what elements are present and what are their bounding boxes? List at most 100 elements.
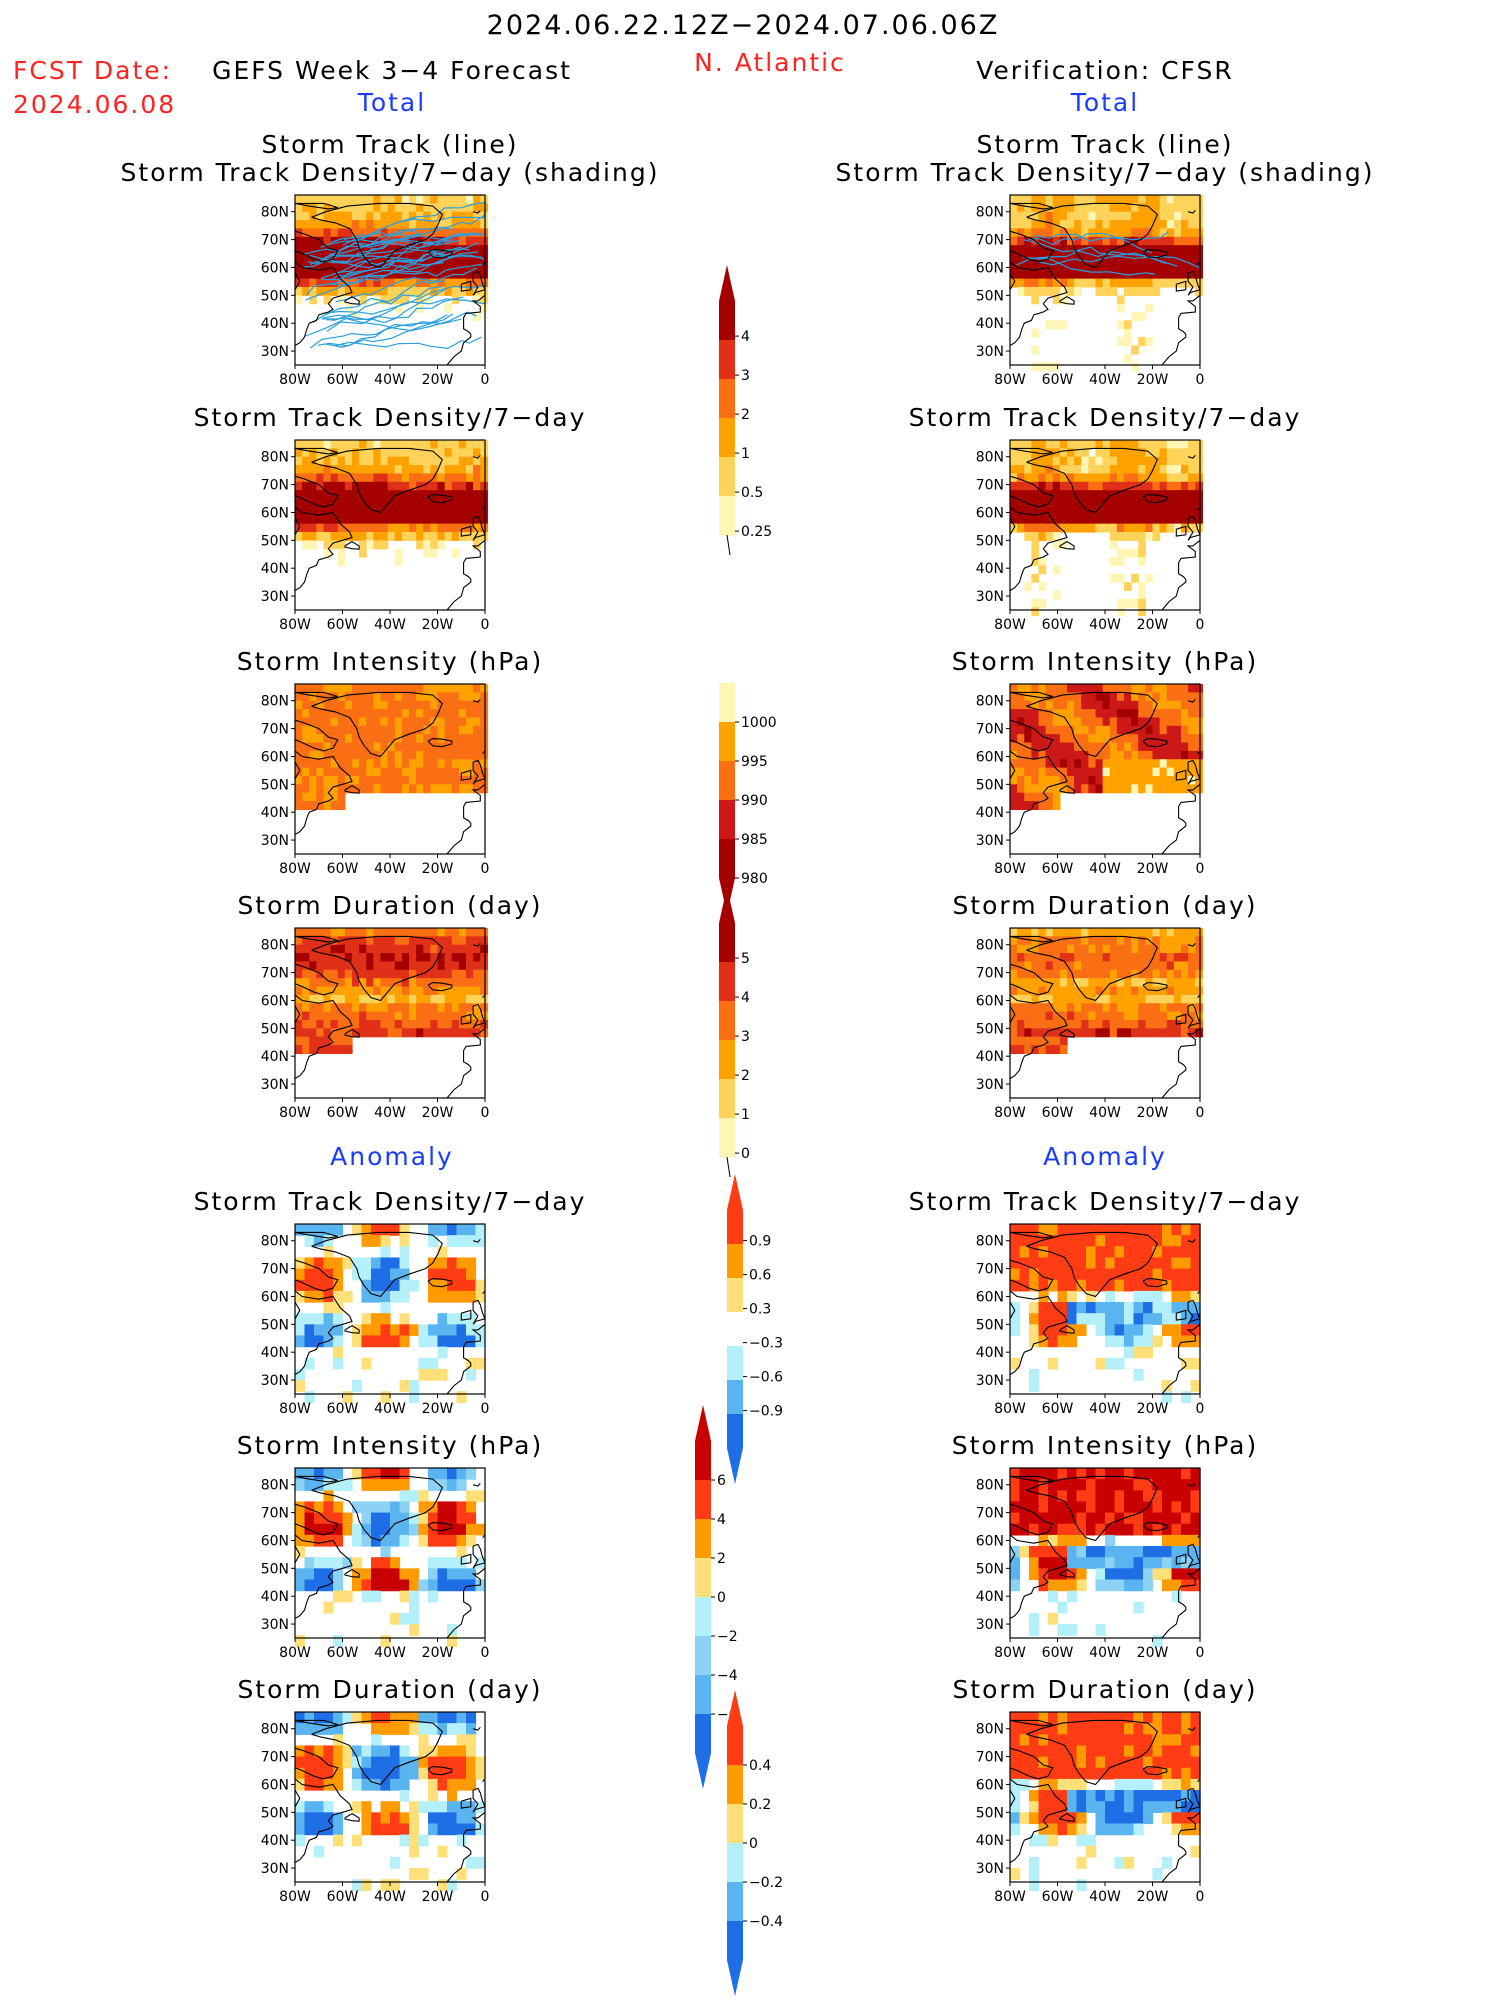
verification-intensity-anomaly-panel-ytick: 50N [976, 1561, 1004, 1577]
forecast-intensity-panel-xtick: 0 [481, 861, 490, 877]
verification-duration-panel-ytick: 40N [976, 1049, 1004, 1065]
verification-track-density-panel-ytick: 30N [976, 589, 1004, 605]
density-anomaly-colorbar-swatch [727, 1278, 743, 1313]
region-title: N. Atlantic [694, 48, 846, 77]
density-total-colorbar-label: 3 [741, 368, 750, 384]
forecast-track-density-panel-xtick: 20W [422, 617, 454, 633]
density-anomaly-colorbar-top-arrow [727, 1174, 743, 1210]
intensity-anomaly-colorbar-swatch [695, 1675, 711, 1715]
density-anomaly-colorbar-label: 0.9 [749, 1234, 771, 1250]
forecast-intensity-panel-ytick: 50N [261, 777, 289, 793]
density-total-colorbar-label: 1 [741, 446, 750, 462]
duration-anomaly-colorbar-swatch [727, 1921, 743, 1961]
verification-duration-panel-shading [1010, 928, 1203, 1055]
verification-track-line-panel-shading [1010, 195, 1203, 372]
forecast-intensity-anomaly-panel-ytick: 60N [261, 1533, 289, 1549]
density-total-colorbar-swatch [719, 418, 735, 458]
forecast-intensity-panel-coastlines [294, 691, 486, 855]
forecast-track-density-panel-xtick: 0 [481, 617, 490, 633]
forecast-duration-panel-xtick: 40W [374, 1105, 406, 1121]
verification-intensity-anomaly-panel-xtick: 80W [994, 1645, 1026, 1661]
verification-track-density-panel-xtick: 40W [1089, 617, 1121, 633]
forecast-duration-anomaly-panel-ytick: 70N [261, 1750, 289, 1766]
forecast-intensity-anomaly-panel-xtick: 80W [279, 1645, 311, 1661]
density-total-colorbar: 4 3 2 1 0.5 0.25 [719, 265, 772, 555]
forecast-duration-panel-ytick: 40N [261, 1049, 289, 1065]
fcst-date-value: 2024.06.08 [13, 90, 177, 119]
duration-total-colorbar-label: 0 [741, 1146, 750, 1162]
duration-anomaly-colorbar-label: −0.2 [749, 1875, 783, 1891]
intensity-total-colorbar-label: 985 [741, 832, 768, 848]
forecast-intensity-anomaly-panel-xtick: 20W [422, 1645, 454, 1661]
intensity-anomaly-colorbar-swatch [695, 1714, 711, 1754]
forecast-density-anomaly-panel-map: 80N 70N 60N 50N 40N 30N 80W 60W 40W 20W 0 [261, 1223, 489, 1417]
intensity-total-colorbar-label: 995 [741, 754, 768, 770]
intensity-total-colorbar: 1000 995 990 985 980 [719, 683, 777, 914]
duration-anomaly-colorbar-swatch [727, 1726, 743, 1766]
forecast-duration-panel-title-1: Storm Duration (day) [237, 891, 543, 920]
verification-duration-anomaly-panel-xtick: 0 [1196, 1889, 1205, 1905]
forecast-track-density-panel-ytick: 80N [261, 450, 289, 466]
verification-intensity-anomaly-panel-xtick: 60W [1042, 1645, 1074, 1661]
forecast-density-anomaly-panel-ytick: 50N [261, 1317, 289, 1333]
verification-duration-panel-ytick: 50N [976, 1021, 1004, 1037]
duration-anomaly-colorbar-label: −0.4 [749, 1914, 783, 1930]
forecast-intensity-anomaly-panel-ytick: 30N [261, 1617, 289, 1633]
duration-total-colorbar-top-arrow [719, 887, 735, 923]
forecast-intensity-anomaly-panel-shading [295, 1468, 486, 1647]
verification-track-line-panel-ytick: 40N [976, 316, 1004, 332]
verification-track-line-panel-ytick: 70N [976, 233, 1004, 249]
duration-anomaly-colorbar-label: 0.4 [749, 1758, 771, 1774]
verification-intensity-panel-xtick: 20W [1137, 861, 1169, 877]
forecast-track-density-panel-ytick: 50N [261, 533, 289, 549]
verification-duration-anomaly-panel-xtick: 60W [1042, 1889, 1074, 1905]
verification-track-line-panel-xtick: 80W [994, 372, 1026, 388]
forecast-duration-anomaly-panel-xtick: 60W [327, 1889, 359, 1905]
forecast-duration-panel-map: 80N 70N 60N 50N 40N 30N 80W 60W 40W 20W 0 [261, 927, 489, 1121]
forecast-track-line-panel-map: 80N 70N 60N 50N 40N 30N 80W 60W 40W 20W 0 [261, 194, 489, 388]
forecast-duration-panel-ytick: 80N [261, 938, 289, 954]
verification-track-density-panel-ytick: 60N [976, 505, 1004, 521]
duration-total-colorbar-label: 3 [741, 1029, 750, 1045]
verification-density-anomaly-panel-ytick: 60N [976, 1289, 1004, 1305]
verification-track-density-panel-title-1: Storm Track Density/7−day [908, 403, 1302, 432]
verification-intensity-anomaly-panel-title-1: Storm Intensity (hPa) [951, 1431, 1259, 1460]
forecast-track-density-panel-ytick: 60N [261, 505, 289, 521]
forecast-intensity-anomaly-panel-ytick: 40N [261, 1589, 289, 1605]
duration-anomaly-colorbar-label: 0.2 [749, 1797, 771, 1813]
duration-anomaly-colorbar-swatch [727, 1765, 743, 1805]
verification-intensity-panel-coastlines [1009, 691, 1201, 855]
forecast-duration-panel-ytick: 60N [261, 993, 289, 1009]
intensity-anomaly-colorbar-swatch [695, 1519, 711, 1559]
duration-total-colorbar-label: 1 [741, 1107, 750, 1123]
density-total-colorbar-swatch [719, 340, 735, 380]
density-total-colorbar-label: 0.25 [741, 524, 772, 540]
verification-intensity-panel-xtick: 80W [994, 861, 1026, 877]
forecast-track-line-panel-title-1: Storm Track (line) [261, 130, 519, 159]
forecast-duration-anomaly-panel-coastlines [294, 1719, 486, 1883]
forecast-duration-panel-shading [295, 928, 488, 1055]
forecast-density-anomaly-panel-xtick: 80W [279, 1401, 311, 1417]
verification-intensity-panel-xtick: 0 [1196, 861, 1205, 877]
density-total-colorbar-label: 4 [741, 329, 750, 345]
intensity-anomaly-colorbar-top-arrow [695, 1405, 711, 1441]
forecast-duration-anomaly-panel-ytick: 80N [261, 1722, 289, 1738]
forecast-duration-panel-coastlines [294, 935, 486, 1099]
verification-track-density-panel-xtick: 20W [1137, 617, 1169, 633]
forecast-track-density-panel-coastlines [294, 447, 486, 611]
forecast-intensity-panel-ytick: 30N [261, 833, 289, 849]
duration-total-colorbar-label: 4 [741, 990, 750, 1006]
forecast-track-density-panel-shading [295, 440, 488, 567]
intensity-anomaly-colorbar-swatch [695, 1558, 711, 1598]
forecast-intensity-anomaly-panel-xtick: 60W [327, 1645, 359, 1661]
density-anomaly-colorbar-swatch [727, 1210, 743, 1245]
intensity-anomaly-colorbar-label: 6 [717, 1473, 726, 1489]
forecast-track-density-panel-title-1: Storm Track Density/7−day [193, 403, 587, 432]
forecast-duration-anomaly-panel-map: 80N 70N 60N 50N 40N 30N 80W 60W 40W 20W 0 [261, 1711, 489, 1905]
duration-total-colorbar-swatch [719, 962, 735, 1002]
forecast-intensity-anomaly-panel-ytick: 50N [261, 1561, 289, 1577]
forecast-intensity-panel-map: 80N 70N 60N 50N 40N 30N 80W 60W 40W 20W 0 [261, 683, 490, 877]
duration-total-colorbar-swatch [719, 1040, 735, 1080]
duration-total-colorbar-swatch [719, 923, 735, 963]
